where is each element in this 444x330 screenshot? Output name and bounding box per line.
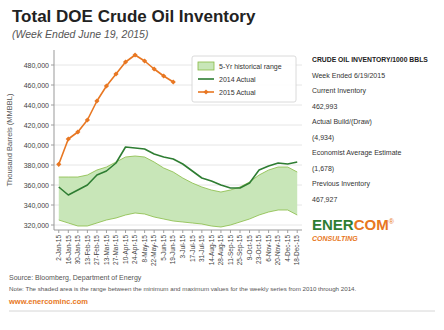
x-tick-label: 23-Oct-15 — [255, 235, 262, 264]
point-marker — [152, 66, 157, 71]
y-tick-label: 400,000 — [24, 142, 49, 149]
point-marker — [161, 73, 166, 78]
point-marker — [85, 117, 90, 122]
x-tick-label: 10-Apr-15 — [122, 235, 130, 264]
y-tick-label: 440,000 — [24, 102, 49, 109]
subtitle: (Week Ended June 19, 2015) — [12, 28, 148, 40]
annotation-line: (1,678) — [312, 165, 334, 173]
y-axis-line — [54, 50, 55, 230]
point-marker — [56, 162, 61, 167]
grid-line — [54, 105, 302, 106]
point-marker — [66, 136, 71, 141]
x-tick-label: 28-Aug-15 — [217, 235, 225, 266]
url: www.enercominc.com — [8, 297, 88, 306]
x-tick-label: 8-May-15 — [141, 235, 149, 263]
x-tick-label: 31-Jul-15 — [198, 235, 205, 262]
point-marker — [142, 58, 147, 63]
x-tick-label: 18-Dec-15 — [293, 235, 300, 266]
band-lower-edge — [59, 210, 297, 227]
x-tick-label: 6-Nov-15 — [265, 235, 272, 262]
x-tick-label: 19-Jun-15 — [169, 235, 176, 265]
x-tick-label: 2-Jan-15 — [55, 235, 62, 261]
x-tick-label: 13-Feb-15 — [84, 235, 91, 265]
x-tick-label: 30-Jan-15 — [74, 235, 81, 265]
legend-label: 5-Yr historical range — [219, 63, 282, 71]
x-tick-label: 9-Oct-15 — [246, 235, 253, 261]
series-line — [59, 147, 297, 195]
annotation-line: Week Ended 6/19/2015 — [312, 72, 385, 79]
annotation-line: (4,934) — [312, 134, 334, 142]
annotation-line: Current Inventory — [312, 87, 367, 95]
point-marker — [113, 71, 118, 76]
y-tick-label: 420,000 — [24, 122, 49, 129]
y-tick-label: 460,000 — [24, 82, 49, 89]
legend: 5-Yr historical range 2014 Actual 2015 Act… — [192, 56, 296, 102]
y-tick-label: 480,000 — [24, 62, 49, 69]
x-tick-label: 27-Mar-15 — [112, 235, 119, 265]
x-tick-label: 17-Jul-15 — [189, 235, 196, 262]
footer-rule — [9, 311, 435, 312]
legend-swatch — [198, 62, 214, 70]
annotation-line: Previous Inventory — [312, 180, 370, 188]
grid-line — [54, 165, 302, 166]
point-marker — [94, 98, 99, 103]
annotation-title: CRUDE OIL INVENTORY/1000 BBLS — [312, 56, 428, 63]
legend-label: 2015 Actual — [219, 89, 256, 96]
logo-part: COM — [354, 216, 389, 233]
x-tick-label: 11-Sep-15 — [227, 235, 235, 265]
plot-data — [56, 52, 297, 227]
y-tick-label: 320,000 — [24, 222, 49, 229]
logo-part: ENER — [312, 216, 354, 233]
x-tick-label: 20-Nov-15 — [274, 235, 281, 266]
point-marker — [123, 59, 128, 64]
point-marker — [75, 129, 80, 134]
note: Note: The shaded area is the range betwe… — [9, 285, 357, 292]
annotation-line: 462,993 — [312, 103, 337, 110]
x-tick-label: 22-May-15 — [150, 235, 158, 266]
grid-line — [54, 125, 302, 126]
x-axis: 2-Jan-1516-Jan-1530-Jan-1513-Feb-1527-Fe… — [55, 230, 300, 266]
range-band — [59, 156, 297, 227]
title: Total DOE Crude Oil Inventory — [12, 7, 256, 26]
annotation-line: Actual Build/(Draw) — [312, 118, 372, 126]
x-tick-label: 16-Jan-15 — [65, 235, 72, 265]
point-marker — [171, 79, 176, 84]
y-tick-label: 380,000 — [24, 162, 49, 169]
logo: ENERCOM® — [312, 216, 395, 233]
x-tick-label: 3-Jul-15 — [179, 235, 186, 259]
annotation-line: 467,927 — [312, 196, 337, 203]
point-marker — [132, 52, 137, 57]
x-tick-label: 24-Apr-15 — [131, 235, 139, 264]
logo-subtitle: CONSULTING — [312, 235, 358, 242]
x-axis-line — [54, 230, 302, 231]
x-tick-label: 27-Feb-15 — [93, 235, 100, 265]
series-line — [59, 55, 173, 164]
x-tick-label: 25-Sep-15 — [236, 235, 244, 266]
y-tick-label: 340,000 — [24, 202, 49, 209]
grid-line — [54, 145, 302, 146]
x-tick-label: 13-Mar-15 — [103, 235, 110, 265]
source: Source: Bloomberg, Department of Energy — [9, 274, 142, 282]
legend-marker — [203, 89, 208, 94]
x-tick-label: 4-Dec-15 — [284, 235, 291, 262]
legend-box — [192, 56, 296, 102]
chart: Total DOE Crude Oil Inventory (Week Ended… — [0, 0, 444, 330]
annotation-line: Economist Average Estimate — [312, 149, 401, 157]
logo-part: ® — [389, 218, 395, 225]
point-marker — [104, 83, 109, 88]
y-axis-label: Thousand Barrels (MMBBL) — [5, 93, 14, 186]
legend-swatch — [198, 78, 214, 80]
x-tick-label: 5-Jun-15 — [160, 235, 167, 261]
y-tick-label: 360,000 — [24, 182, 49, 189]
legend-label: 2014 Actual — [219, 76, 256, 83]
x-tick-label: 14-Aug-15 — [208, 235, 216, 266]
